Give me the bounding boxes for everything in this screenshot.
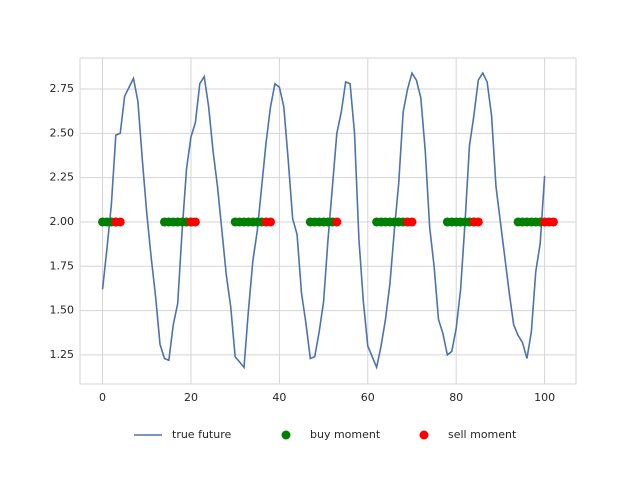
y-tick-label: 1.50 <box>50 304 75 317</box>
plot-frame <box>79 57 577 385</box>
legend-label: true future <box>172 428 231 441</box>
y-tick-label: 2.50 <box>50 126 75 139</box>
x-tick-label: 40 <box>272 391 286 404</box>
legend-swatch <box>281 430 291 440</box>
scatter-point <box>473 217 483 227</box>
scatter-point <box>548 217 558 227</box>
legend-label: sell moment <box>448 428 517 441</box>
scatter-point <box>407 217 417 227</box>
y-tick-label: 2.75 <box>50 82 75 95</box>
legend-swatch <box>419 430 429 440</box>
x-tick-label: 100 <box>534 391 555 404</box>
y-tick-label: 1.75 <box>50 259 75 272</box>
y-tick-label: 1.25 <box>50 348 75 361</box>
x-tick-label: 60 <box>361 391 375 404</box>
scatter-point <box>332 217 342 227</box>
scatter-point <box>266 217 276 227</box>
x-tick-label: 0 <box>99 391 106 404</box>
scatter-point <box>115 217 125 227</box>
y-tick-label: 2.00 <box>50 215 75 228</box>
y-tick-label: 2.25 <box>50 171 75 184</box>
legend-label: buy moment <box>310 428 381 441</box>
scatter-point <box>190 217 200 227</box>
line-series <box>101 71 546 371</box>
x-tick-label: 20 <box>184 391 198 404</box>
x-tick-label: 80 <box>449 391 463 404</box>
